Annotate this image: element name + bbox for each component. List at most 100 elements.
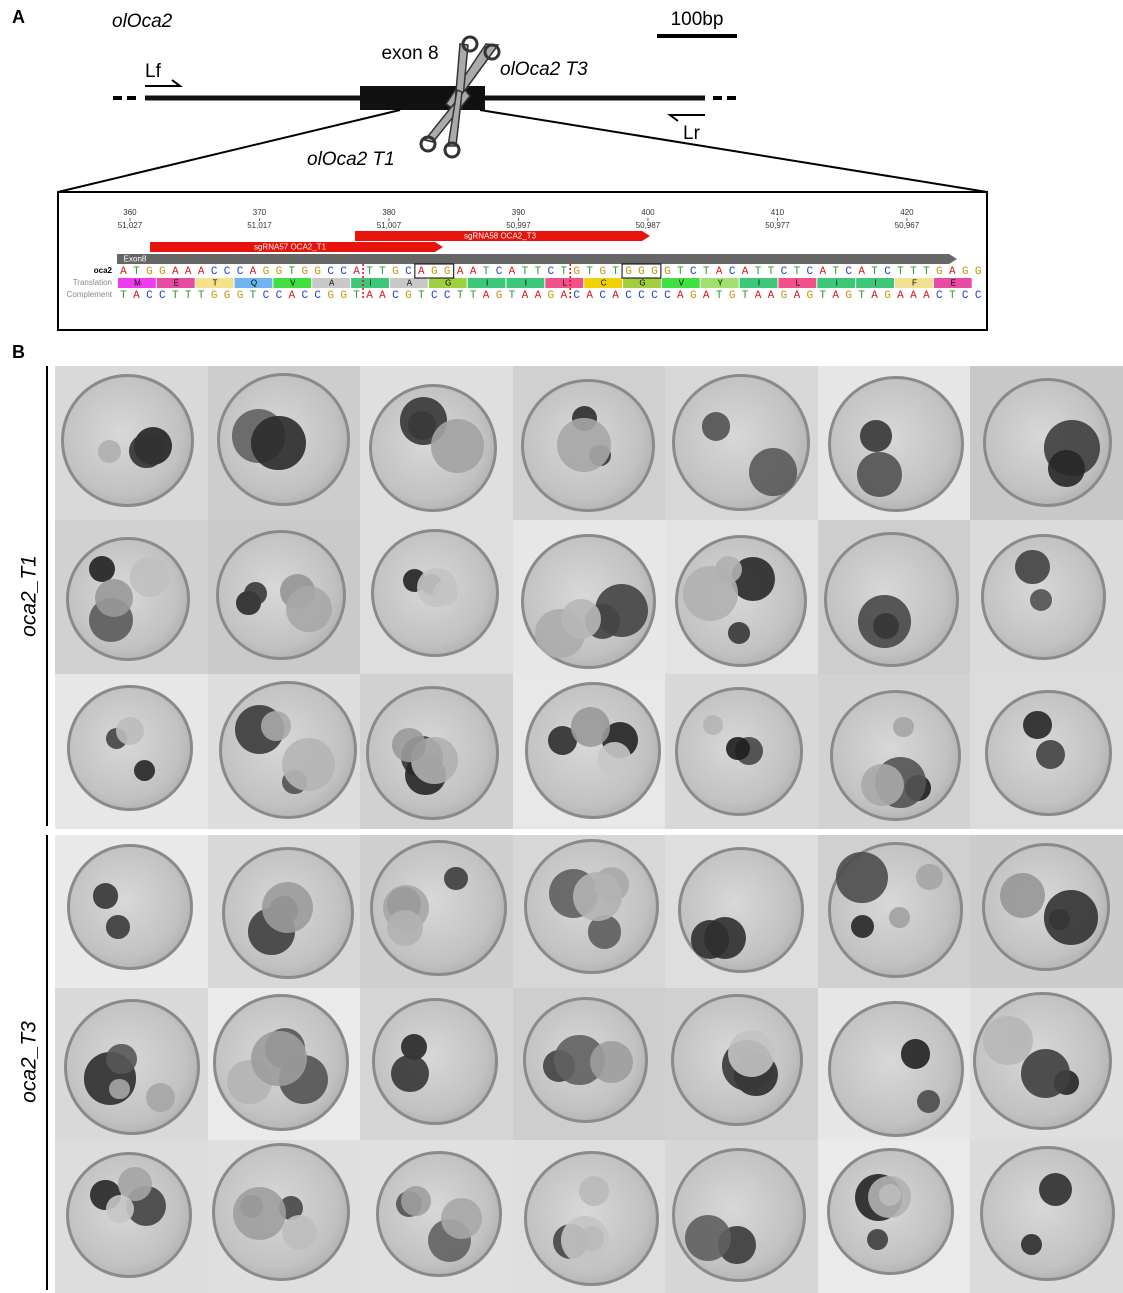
- embryo-image: [55, 520, 209, 675]
- embryo-image: [513, 835, 667, 988]
- embryo-feature: [441, 1198, 482, 1239]
- embryo: [672, 374, 809, 511]
- embryo-image: [665, 988, 819, 1141]
- embryo-image: [208, 1140, 362, 1293]
- embryo-image: [970, 1140, 1123, 1293]
- embryo-feature: [134, 760, 155, 781]
- embryo-feature: [1023, 711, 1052, 740]
- embryo-feature: [685, 1215, 731, 1261]
- embryo-feature: [106, 1044, 137, 1075]
- embryo-feature: [89, 556, 115, 582]
- embryo-image: [360, 1140, 514, 1293]
- embryo-feature: [251, 1031, 307, 1087]
- embryo-feature: [704, 917, 746, 959]
- embryo-feature: [683, 566, 738, 621]
- embryo-image: [970, 988, 1123, 1141]
- embryo-feature: [251, 416, 305, 470]
- embryo-image: [360, 674, 514, 829]
- embryo: [828, 1001, 964, 1137]
- embryo-image: [665, 520, 819, 675]
- embryo-feature: [387, 910, 423, 946]
- embryo-feature: [703, 715, 723, 735]
- embryo-image: [55, 988, 209, 1141]
- embryo-feature: [571, 707, 610, 746]
- embryo-feature: [262, 882, 313, 933]
- embryo: [372, 998, 498, 1124]
- embryo: [67, 685, 193, 811]
- embryo-image: [360, 835, 514, 988]
- embryo-feature: [590, 1041, 633, 1084]
- embryo-image: [513, 520, 667, 675]
- embryo-feature: [983, 1016, 1032, 1065]
- image-grid: [0, 0, 1123, 1290]
- embryo-feature: [93, 883, 118, 908]
- embryo-image: [970, 366, 1123, 521]
- embryo-feature: [749, 448, 797, 496]
- embryo-image: [665, 674, 819, 829]
- embryo-feature: [867, 1229, 888, 1250]
- embryo-feature: [595, 584, 648, 637]
- embryo-feature: [1044, 890, 1098, 944]
- embryo-feature: [836, 852, 887, 903]
- embryo-image: [55, 366, 209, 521]
- embryo-feature: [728, 1030, 775, 1077]
- embryo-feature: [130, 557, 169, 596]
- embryo-image: [360, 366, 514, 521]
- embryo-feature: [561, 599, 601, 639]
- embryo-feature: [861, 764, 904, 807]
- embryo-image: [55, 674, 209, 829]
- embryo-feature: [433, 581, 457, 605]
- embryo-image: [970, 520, 1123, 675]
- embryo-feature: [146, 1083, 175, 1112]
- embryo-feature: [857, 452, 902, 497]
- embryo-feature: [109, 1079, 129, 1099]
- embryo-feature: [129, 434, 164, 469]
- embryo-image: [818, 988, 972, 1141]
- embryo-feature: [860, 420, 892, 452]
- embryo-feature: [873, 613, 899, 639]
- embryo-image: [818, 835, 972, 988]
- embryo-image: [513, 1140, 667, 1293]
- embryo-feature: [901, 1039, 931, 1069]
- embryo-image: [55, 1140, 209, 1293]
- embryo-feature: [1030, 589, 1052, 611]
- embryo-feature: [893, 717, 914, 738]
- embryo-image: [513, 674, 667, 829]
- embryo-feature: [598, 742, 630, 774]
- embryo-image: [665, 1140, 819, 1293]
- embryo-image: [208, 988, 362, 1141]
- embryo-feature: [391, 1055, 429, 1093]
- embryo-feature: [1021, 1049, 1070, 1098]
- embryo-image: [818, 366, 972, 521]
- embryo-feature: [261, 711, 291, 741]
- embryo-image: [665, 366, 819, 521]
- embryo: [67, 844, 192, 969]
- embryo-image: [818, 674, 972, 829]
- embryo-image: [818, 1140, 972, 1293]
- embryo-image: [818, 520, 972, 675]
- embryo-feature: [702, 412, 731, 441]
- embryo: [828, 376, 964, 512]
- embryo-feature: [233, 1187, 286, 1240]
- embryo-image: [970, 674, 1123, 829]
- embryo-feature: [444, 867, 468, 891]
- page: A olOca2 100bp exon 8 Lf Lr olOca2 T3 ol…: [0, 0, 1123, 1290]
- embryo-feature: [916, 864, 943, 891]
- embryo-feature: [728, 622, 750, 644]
- embryo-feature: [282, 1215, 317, 1250]
- embryo-feature: [573, 872, 622, 921]
- embryo-feature: [431, 419, 484, 472]
- embryo: [980, 1146, 1115, 1281]
- embryo-image: [665, 835, 819, 988]
- embryo-feature: [1021, 1234, 1042, 1255]
- embryo-image: [513, 988, 667, 1141]
- embryo: [61, 374, 194, 507]
- embryo-feature: [95, 579, 133, 617]
- embryo: [525, 682, 661, 818]
- embryo-image: [208, 674, 362, 829]
- embryo-image: [970, 835, 1123, 988]
- embryo-image: [208, 366, 362, 521]
- embryo-image: [208, 835, 362, 988]
- embryo-feature: [1039, 1173, 1072, 1206]
- embryo-image: [513, 366, 667, 521]
